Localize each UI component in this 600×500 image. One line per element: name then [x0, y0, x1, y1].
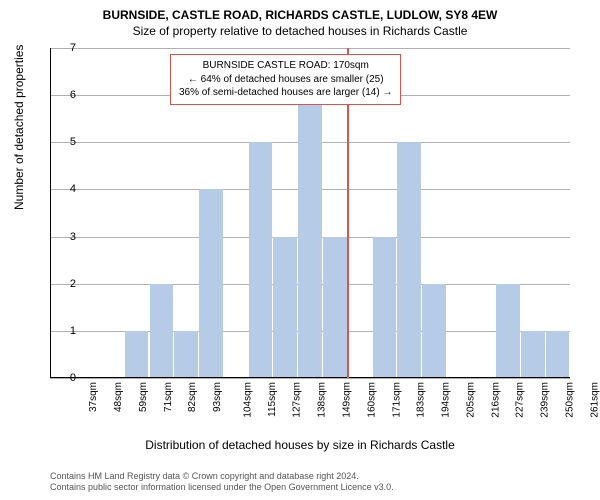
x-axis-label: Distribution of detached houses by size … [0, 438, 600, 452]
y-tick-label: 6 [56, 89, 76, 101]
y-tick-label: 1 [56, 325, 76, 337]
x-tick-label: 194sqm [441, 382, 452, 418]
x-tick-label: 239sqm [540, 382, 551, 418]
bar [496, 284, 520, 378]
x-tick-label: 82sqm [187, 382, 198, 412]
callout-line: BURNSIDE CASTLE ROAD: 170sqm [179, 59, 392, 73]
bar [249, 142, 273, 378]
x-tick-label: 37sqm [88, 382, 99, 412]
x-tick-label: 138sqm [317, 382, 328, 418]
y-tick-label: 0 [56, 372, 76, 384]
x-tick-label: 183sqm [416, 382, 427, 418]
x-tick-label: 71sqm [163, 382, 174, 412]
footer-attribution: Contains HM Land Registry data © Crown c… [50, 471, 394, 494]
bar [373, 237, 397, 378]
chart-title-block: BURNSIDE, CASTLE ROAD, RICHARDS CASTLE, … [0, 0, 600, 38]
bar [521, 331, 545, 378]
bar [125, 331, 149, 378]
callout-line: ← 64% of detached houses are smaller (25… [179, 73, 392, 87]
y-tick-label: 3 [56, 231, 76, 243]
bar [174, 331, 198, 378]
chart-title-main: BURNSIDE, CASTLE ROAD, RICHARDS CASTLE, … [0, 8, 600, 22]
chart-title-sub: Size of property relative to detached ho… [0, 24, 600, 38]
y-tick-label: 7 [56, 42, 76, 54]
callout-box: BURNSIDE CASTLE ROAD: 170sqm← 64% of det… [170, 54, 401, 105]
x-tick-label: 48sqm [113, 382, 124, 412]
x-tick-label: 59sqm [138, 382, 149, 412]
x-tick-label: 227sqm [515, 382, 526, 418]
bar [397, 142, 421, 378]
x-tick-label: 205sqm [465, 382, 476, 418]
plot-area: BURNSIDE CASTLE ROAD: 170sqm← 64% of det… [50, 48, 570, 378]
bar [150, 284, 174, 378]
bar [422, 284, 446, 378]
bar [273, 237, 297, 378]
x-tick-label: 160sqm [366, 382, 377, 418]
x-tick-label: 127sqm [292, 382, 303, 418]
x-tick-label: 115sqm [267, 382, 278, 417]
bar [546, 331, 570, 378]
x-tick-label: 216sqm [490, 382, 501, 418]
y-tick-label: 2 [56, 278, 76, 290]
gridline [50, 48, 570, 49]
x-tick-label: 93sqm [212, 382, 223, 412]
footer-line: Contains HM Land Registry data © Crown c… [50, 471, 394, 483]
footer-line: Contains public sector information licen… [50, 482, 394, 494]
bar [323, 237, 347, 378]
x-tick-label: 261sqm [589, 382, 600, 418]
x-tick-label: 104sqm [243, 382, 254, 418]
x-axis [50, 377, 570, 378]
y-axis-label: Number of detached properties [12, 45, 26, 210]
x-tick-label: 171sqm [391, 382, 402, 418]
bar [298, 95, 322, 378]
gridline [50, 378, 570, 379]
bar [199, 189, 223, 378]
x-tick-label: 250sqm [564, 382, 575, 418]
callout-line: 36% of semi-detached houses are larger (… [179, 86, 392, 100]
y-tick-label: 5 [56, 136, 76, 148]
y-axis [50, 48, 51, 378]
x-tick-label: 149sqm [342, 382, 353, 418]
y-tick-label: 4 [56, 183, 76, 195]
